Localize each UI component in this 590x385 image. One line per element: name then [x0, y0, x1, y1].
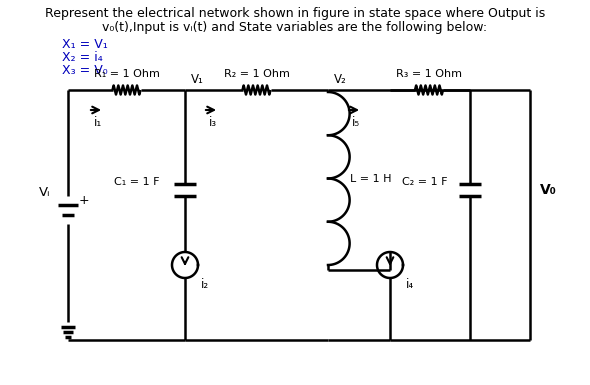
- Text: C₁ = 1 F: C₁ = 1 F: [114, 177, 160, 187]
- Text: v₀(t),Input is vᵢ(t) and State variables are the following below:: v₀(t),Input is vᵢ(t) and State variables…: [103, 21, 487, 34]
- Text: R₃ = 1 Ohm: R₃ = 1 Ohm: [396, 69, 462, 79]
- Text: Represent the electrical network shown in figure in state space where Output is: Represent the electrical network shown i…: [45, 7, 545, 20]
- Text: i₄: i₄: [406, 278, 414, 291]
- Text: R₁ = 1 Ohm: R₁ = 1 Ohm: [94, 69, 159, 79]
- Text: X₃ = V₀: X₃ = V₀: [62, 64, 107, 77]
- Text: R₂ = 1 Ohm: R₂ = 1 Ohm: [224, 69, 290, 79]
- Text: C₂ = 1 F: C₂ = 1 F: [402, 177, 448, 187]
- Text: X₂ = i₄: X₂ = i₄: [62, 51, 103, 64]
- Text: V₁: V₁: [191, 73, 204, 86]
- Text: i₅: i₅: [352, 116, 360, 129]
- Text: V₂: V₂: [334, 73, 347, 86]
- Text: X₁ = V₁: X₁ = V₁: [62, 38, 108, 51]
- Text: L = 1 H: L = 1 H: [350, 174, 392, 184]
- Text: +: +: [79, 194, 90, 206]
- Text: Vᵢ: Vᵢ: [38, 186, 50, 199]
- Text: i₁: i₁: [94, 116, 102, 129]
- Text: i₂: i₂: [201, 278, 209, 291]
- Text: i₃: i₃: [209, 116, 217, 129]
- Text: V₀: V₀: [540, 183, 557, 197]
